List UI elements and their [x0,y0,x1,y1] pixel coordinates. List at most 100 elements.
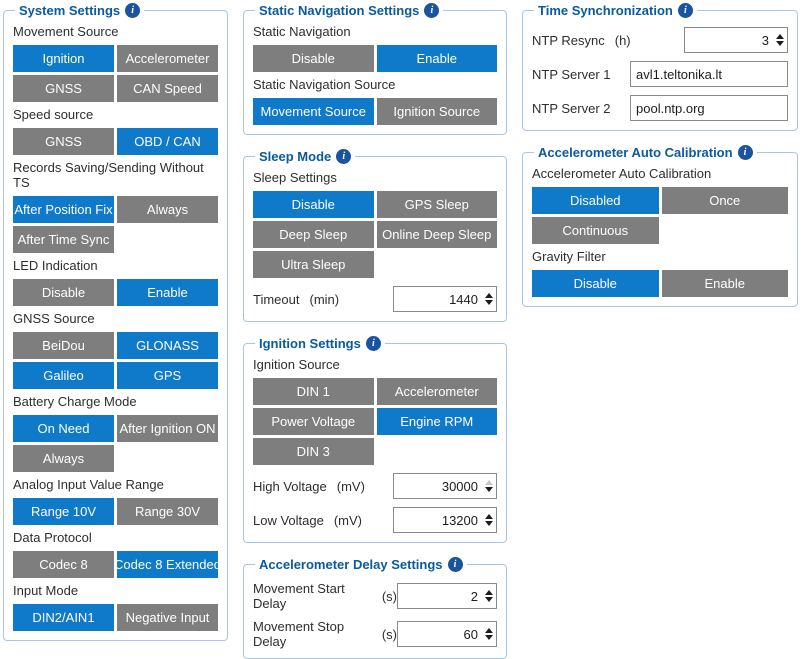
toggle-group-led-indication: Disable Enable [13,279,218,306]
spin-up-button[interactable] [484,293,493,298]
toggle-option-deep-sleep[interactable]: Deep Sleep [253,221,374,248]
toggle-option-power-voltage[interactable]: Power Voltage [253,408,374,435]
toggle-option-negative-input[interactable]: Negative Input [117,604,218,631]
toggle-option-range-10v[interactable]: Range 10V [13,498,114,525]
info-icon[interactable]: i [336,149,352,164]
high-voltage-input[interactable] [393,473,497,499]
toggle-option-disable[interactable]: Disable [13,279,114,306]
toggle-option-engine-rpm[interactable]: Engine RPM [376,408,497,435]
toggle-option-codec-8[interactable]: Codec 8 [13,551,114,578]
toggle-option-on-need[interactable]: On Need [13,415,114,442]
timeout-input[interactable] [393,286,497,312]
info-icon[interactable]: i [447,557,463,572]
group-label: Movement Source [13,24,119,39]
toggle-option-once[interactable]: Once [661,187,788,214]
toggle-option-enable[interactable]: Enable [661,270,788,297]
toggle-option-always[interactable]: Always [13,445,114,472]
spin-up-button[interactable] [484,480,493,485]
toggle-option-beidou[interactable]: BeiDou [13,332,114,359]
field-label: Low Voltage [253,512,324,528]
spin-down-button[interactable] [484,635,493,640]
movement-start-delay-input[interactable] [397,583,497,609]
panel-time-synchronization: Time Synchronization i NTP Resync (h) NTP Se… [522,3,798,131]
info-icon[interactable]: i [125,3,141,18]
toggle-option-enable[interactable]: Enable [117,279,218,306]
ntp-resync-input[interactable] [684,27,788,53]
toggle-option-disabled[interactable]: Disabled [532,187,659,214]
info-icon[interactable]: i [737,145,753,160]
toggle-option-obd-can[interactable]: OBD / CAN [117,128,218,155]
toggle-option-ignition[interactable]: Ignition [13,45,114,72]
toggle-option-galileo[interactable]: Galileo [13,362,114,389]
panel-accelerometer-auto-calibration: Accelerometer Auto Calibration i Accelerom… [522,145,798,307]
toggle-option-online-deep-sleep[interactable]: Online Deep Sleep [376,221,497,248]
field-unit: (s) [381,626,397,642]
ntp-server-1-input[interactable] [630,61,788,87]
field-label: NTP Resync [532,32,605,48]
toggle-option-movement-source[interactable]: Movement Source [253,98,374,125]
toggle-option-gnss[interactable]: GNSS [13,75,114,102]
toggle-option-ultra-sleep[interactable]: Ultra Sleep [253,251,374,278]
panel-legend: System Settings i [15,3,144,18]
group-label: Accelerometer Auto Calibration [532,166,712,181]
spin-up-button[interactable] [484,628,493,633]
panel-legend: Ignition Settings i [255,336,385,351]
group-label: Data Protocol [13,530,92,545]
toggle-option-disable[interactable]: Disable [253,45,374,72]
toggle-option-accelerometer[interactable]: Accelerometer [376,378,497,405]
toggle-option-accelerometer[interactable]: Accelerometer [117,45,218,72]
panel-static-navigation-settings: Static Navigation Settings i Static Naviga… [243,3,507,135]
panel-title: Accelerometer Auto Calibration [538,145,733,160]
toggle-option-din-1[interactable]: DIN 1 [253,378,374,405]
toggle-option-after-ignition-on[interactable]: After Ignition ON [117,415,218,442]
field-label: Timeout [253,291,300,307]
field-input-wrap [393,286,497,312]
toggle-option-always[interactable]: Always [117,196,218,223]
low-voltage-input[interactable] [393,507,497,533]
spin-down-button[interactable] [484,487,493,492]
spin-up-button[interactable] [484,514,493,519]
ntp-server-2-input[interactable] [630,95,788,121]
toggle-option-range-30v[interactable]: Range 30V [117,498,218,525]
spin-up-button[interactable] [775,34,784,39]
spin-down-button[interactable] [484,521,493,526]
field-unit: (mV) [336,478,365,494]
toggle-group-analog-input-value-range: Range 10V Range 30V [13,498,218,525]
info-icon[interactable]: i [677,3,693,18]
toggle-option-glonass[interactable]: GLONASS [117,332,218,359]
panel-title: Accelerometer Delay Settings [259,557,443,572]
panel-title: Time Synchronization [538,3,673,18]
toggle-option-disable[interactable]: Disable [253,191,374,218]
spin-up-button[interactable] [484,590,493,595]
panel-title: System Settings [19,3,121,18]
field-row-high-voltage: High Voltage (mV) [253,473,497,499]
field-input-wrap [630,95,788,121]
toggle-option-after-position-fix[interactable]: After Position Fix [13,196,114,223]
info-icon[interactable]: i [365,336,381,351]
toggle-option-codec-8-extended[interactable]: Codec 8 Extended [117,551,218,578]
toggle-option-gps-sleep[interactable]: GPS Sleep [376,191,497,218]
spinner [774,27,785,53]
group-label: Records Saving/Sending Without TS [13,160,204,190]
toggle-option-after-time-sync[interactable]: After Time Sync [13,226,114,253]
toggle-option-gps[interactable]: GPS [117,362,218,389]
toggle-option-can-speed[interactable]: CAN Speed [117,75,218,102]
spin-down-button[interactable] [484,597,493,602]
toggle-group-static-navigation: Disable Enable [253,45,497,72]
toggle-group-ignition-source: DIN 1 Accelerometer Power Voltage Engine RP… [253,378,497,465]
toggle-option-enable[interactable]: Enable [376,45,497,72]
toggle-option-din-3[interactable]: DIN 3 [253,438,374,465]
group-label: Sleep Settings [253,170,337,185]
toggle-option-din2-ain1[interactable]: DIN2/AIN1 [13,604,114,631]
toggle-option-disable[interactable]: Disable [532,270,659,297]
movement-stop-delay-input[interactable] [397,621,497,647]
toggle-option-continuous[interactable]: Continuous [532,217,659,244]
panel-legend: Accelerometer Delay Settings i [255,557,467,572]
spin-down-button[interactable] [775,41,784,46]
spin-down-button[interactable] [484,300,493,305]
field-label: NTP Server 1 [532,66,611,82]
toggle-option-gnss[interactable]: GNSS [13,128,114,155]
info-icon[interactable]: i [424,3,440,18]
toggle-group-sleep-settings: Disable GPS Sleep Deep Sleep Online Deep Sl… [253,191,497,278]
toggle-option-ignition-source[interactable]: Ignition Source [376,98,497,125]
